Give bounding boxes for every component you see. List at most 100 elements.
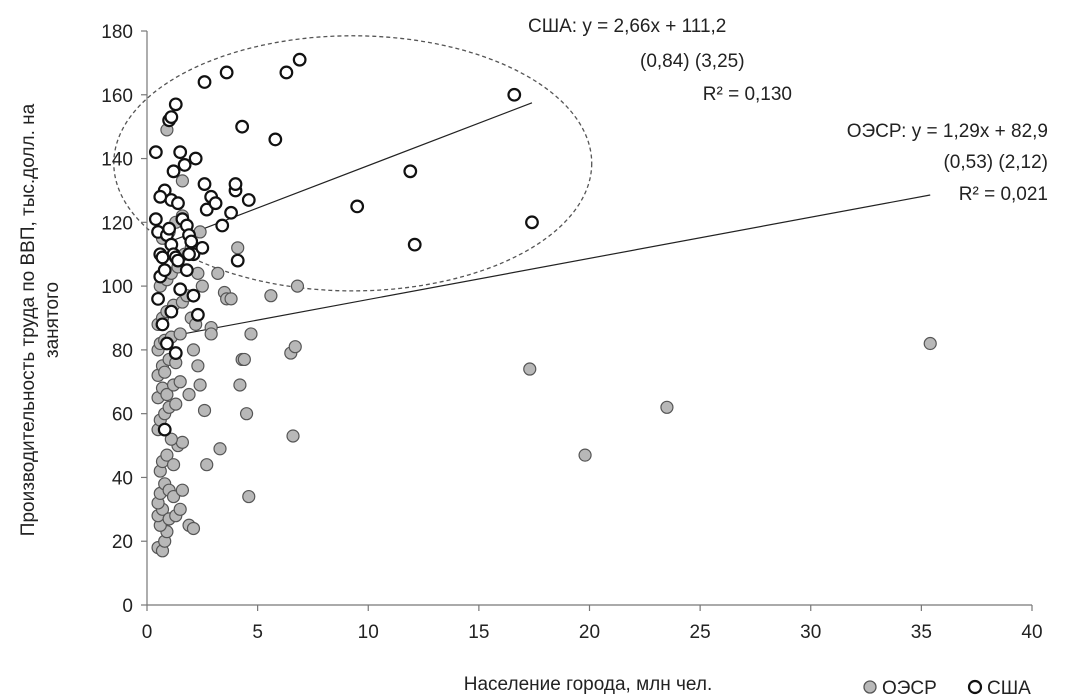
x-tick-label: 35: [911, 622, 932, 643]
usa-point: [195, 240, 210, 255]
usa-point: [188, 151, 203, 166]
oecd-point: [224, 292, 238, 306]
oecd-point: [193, 378, 207, 392]
usa-point: [157, 263, 172, 278]
oecd-point: [186, 343, 201, 357]
oecd-point: [173, 375, 187, 389]
usa-point: [197, 177, 212, 191]
oecd-point: [193, 225, 207, 239]
usa-point: [241, 193, 256, 207]
usa-point: [164, 304, 179, 319]
usa-point: [177, 158, 192, 172]
y-tick-label: 60: [112, 405, 133, 426]
oecd-point: [660, 400, 674, 414]
y-tick-label: 160: [101, 86, 133, 107]
oecd-point: [286, 429, 300, 443]
usa-point: [155, 317, 170, 332]
oecd-point: [213, 442, 227, 456]
legend-label-oecd: ОЭСР: [882, 678, 937, 698]
legend-marker-oecd: [863, 680, 877, 694]
y-tick-label: 0: [122, 596, 133, 617]
oecd-point: [182, 387, 196, 402]
usa-point: [230, 253, 245, 268]
usa-point: [235, 119, 250, 134]
usa-point: [228, 177, 243, 191]
points-layer: [148, 52, 937, 558]
y-axis-title: Производительность труда по ВВП, тыс.дол…: [18, 103, 63, 536]
oecd-point: [237, 352, 251, 367]
usa-point: [164, 110, 179, 124]
oecd-point: [242, 489, 256, 504]
oecd-point: [175, 174, 189, 188]
oecd-point: [923, 336, 937, 351]
usa-point: [173, 145, 188, 160]
legend-marker-usa: [967, 679, 983, 695]
oecd-point: [204, 327, 218, 341]
usa-point: [166, 164, 181, 179]
usa-point: [403, 164, 418, 179]
axes-layer: [141, 30, 1033, 611]
oecd-point: [197, 403, 212, 418]
x-tick-label: 0: [142, 622, 153, 643]
x-tick-label: 20: [579, 622, 600, 643]
oecd-point: [239, 407, 254, 421]
usa-point: [151, 291, 165, 306]
usa-point: [224, 205, 238, 220]
usa-point: [171, 253, 185, 268]
oecd-point: [186, 521, 201, 536]
y-axis-title-line-1: Производительность труда по ВВП, тыс.дол…: [18, 103, 39, 536]
usa-point: [153, 189, 168, 204]
x-tick-label: 30: [800, 622, 821, 643]
usa-r-squared: R² = 0,130: [703, 84, 792, 105]
usa-region-ellipse: [113, 35, 593, 292]
oecd-point: [233, 378, 247, 392]
usa-equation: США: y = 2,66x + 111,2: [528, 16, 726, 37]
usa-point: [292, 52, 307, 67]
oecd-annotation: ОЭСР: y = 1,29x + 82,9 (0,53) (2,12) R² …: [847, 121, 1048, 205]
usa-point: [162, 221, 177, 236]
usa-point: [171, 196, 185, 211]
oecd-point: [211, 266, 225, 280]
oecd-point: [195, 279, 209, 293]
oecd-point: [169, 397, 183, 411]
usa-point: [168, 346, 183, 360]
usa-point: [148, 145, 163, 160]
oecd-point: [244, 327, 258, 341]
oecd-point: [166, 489, 181, 504]
y-tick-label: 120: [101, 213, 133, 234]
oecd-standard-errors: (0,53) (2,12): [943, 152, 1048, 173]
trendline-oecd: [157, 194, 931, 340]
usa-point: [407, 237, 422, 252]
usa-point: [268, 132, 283, 147]
usa-point: [215, 218, 230, 233]
oecd-point: [160, 448, 174, 462]
x-tick-label: 40: [1021, 622, 1042, 643]
usa-region-ellipse-layer: [113, 35, 593, 292]
oecd-point: [523, 362, 537, 376]
oecd-r-squared: R² = 0,021: [959, 184, 1048, 205]
x-tick-label: 25: [690, 622, 711, 643]
x-axis-title: Население города, млн чел.: [464, 674, 712, 695]
usa-point: [525, 215, 539, 230]
usa-point: [148, 212, 163, 227]
usa-point: [160, 336, 174, 351]
oecd-point: [166, 458, 181, 472]
oecd-point: [173, 502, 187, 516]
usa-annotation: США: y = 2,66x + 111,2 (0,84) (3,25) R² …: [528, 16, 792, 105]
oecd-point: [288, 340, 302, 354]
usa-point: [208, 196, 223, 211]
usa-point: [219, 65, 234, 80]
y-axis-title-line-2: занятого: [42, 282, 63, 358]
usa-point: [182, 247, 196, 262]
oecd-point: [173, 327, 187, 341]
usa-point: [155, 250, 170, 265]
y-tick-label: 100: [101, 277, 133, 298]
usa-point: [184, 234, 199, 249]
oecd-point: [264, 289, 278, 303]
oecd-point: [158, 365, 172, 379]
usa-point: [190, 307, 205, 322]
usa-point: [186, 288, 201, 303]
x-tick-label: 10: [358, 622, 379, 643]
oecd-point: [191, 266, 205, 280]
usa-point: [279, 65, 294, 80]
